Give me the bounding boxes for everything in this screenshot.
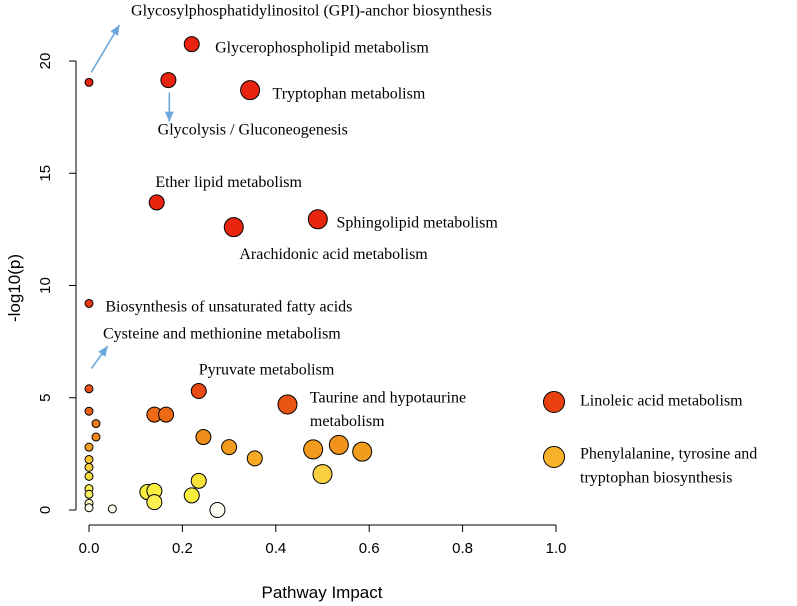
- y-tick-label: 15: [37, 165, 54, 182]
- data-point: [84, 77, 94, 87]
- data-point: [91, 419, 101, 429]
- pathway-label: Glycerophospholipid metabolism: [215, 39, 429, 56]
- data-point: [84, 489, 94, 499]
- y-tick-label: 5: [37, 394, 54, 402]
- data-point: [277, 394, 298, 415]
- annotation-arrow-head: [164, 111, 174, 122]
- data-point: [190, 472, 207, 489]
- x-tick-label: 0.2: [172, 540, 193, 557]
- data-point: [84, 503, 94, 513]
- data-point: [221, 439, 238, 456]
- x-tick-label: 0.8: [452, 540, 473, 557]
- x-tick-label: 1.0: [546, 540, 567, 557]
- legend: Linoleic acid metabolism Phenylalanine, t…: [543, 391, 757, 487]
- data-point: [183, 487, 200, 504]
- data-point: [246, 450, 263, 467]
- pathway-label: Taurine and hypotaurine: [310, 390, 466, 407]
- data-point: [158, 406, 175, 423]
- pathway-label: Cysteine and methionine metabolism: [103, 326, 341, 343]
- legend-label: Phenylalanine, tyrosine and: [580, 446, 757, 463]
- pathway-label: Glycolysis / Gluconeogenesis: [158, 121, 348, 138]
- data-point: [84, 454, 94, 464]
- pathway-label: Pyruvate metabolism: [199, 361, 335, 378]
- data-point: [160, 72, 177, 89]
- data-point: [307, 209, 328, 230]
- data-point: [84, 298, 94, 308]
- arrows: [90, 24, 174, 370]
- data-point: [195, 429, 212, 446]
- y-axis-label: -log10(p): [5, 254, 24, 322]
- pathway-label: Arachidonic acid metabolism: [239, 246, 428, 263]
- data-points: [84, 36, 373, 518]
- axes: 0.0 0.2 0.4 0.6 0.8 1.0 0 5 10 15 20 Pathway Impact…: [5, 53, 566, 602]
- pathway-label: Tryptophan metabolism: [273, 85, 426, 102]
- data-point: [84, 384, 94, 394]
- annotation-arrow-head: [110, 25, 120, 37]
- pathway-label: metabolism: [310, 413, 385, 430]
- pathway-label: Sphingolipid metabolism: [337, 214, 499, 231]
- x-tick-label: 0.0: [79, 540, 100, 557]
- y-tick-label: 0: [37, 506, 54, 514]
- data-point: [84, 462, 94, 472]
- pathway-label: Glycosylphosphatidylinositol (GPI)-ancho…: [131, 2, 492, 19]
- data-point: [84, 471, 94, 481]
- data-point: [328, 434, 349, 455]
- legend-marker: [543, 446, 565, 468]
- data-point: [91, 432, 101, 442]
- pathway-label: Biosynthesis of unsaturated fatty acids: [105, 299, 352, 316]
- annotation-arrow-head: [98, 346, 108, 357]
- x-tick-label: 0.6: [359, 540, 380, 557]
- data-point: [148, 194, 165, 211]
- data-point: [312, 464, 333, 485]
- data-point: [303, 439, 324, 460]
- data-point: [84, 406, 94, 416]
- data-point: [146, 494, 163, 511]
- x-axis-label: Pathway Impact: [262, 583, 383, 602]
- data-point: [352, 441, 373, 462]
- data-point: [223, 217, 244, 238]
- legend-label-line2: tryptophan biosynthesis: [580, 470, 732, 487]
- data-point: [107, 504, 117, 514]
- data-point: [240, 80, 261, 101]
- data-point: [183, 36, 200, 53]
- legend-marker: [543, 391, 565, 413]
- y-tick-label: 10: [37, 277, 54, 294]
- pathway-label: Ether lipid metabolism: [155, 174, 302, 191]
- data-point: [209, 502, 226, 518]
- annotations: Glycosylphosphatidylinositol (GPI)-ancho…: [103, 2, 498, 430]
- legend-label: Linoleic acid metabolism: [580, 393, 743, 410]
- data-point: [190, 383, 207, 400]
- x-tick-label: 0.4: [265, 540, 286, 557]
- y-tick-label: 20: [37, 53, 54, 70]
- data-point: [84, 442, 94, 452]
